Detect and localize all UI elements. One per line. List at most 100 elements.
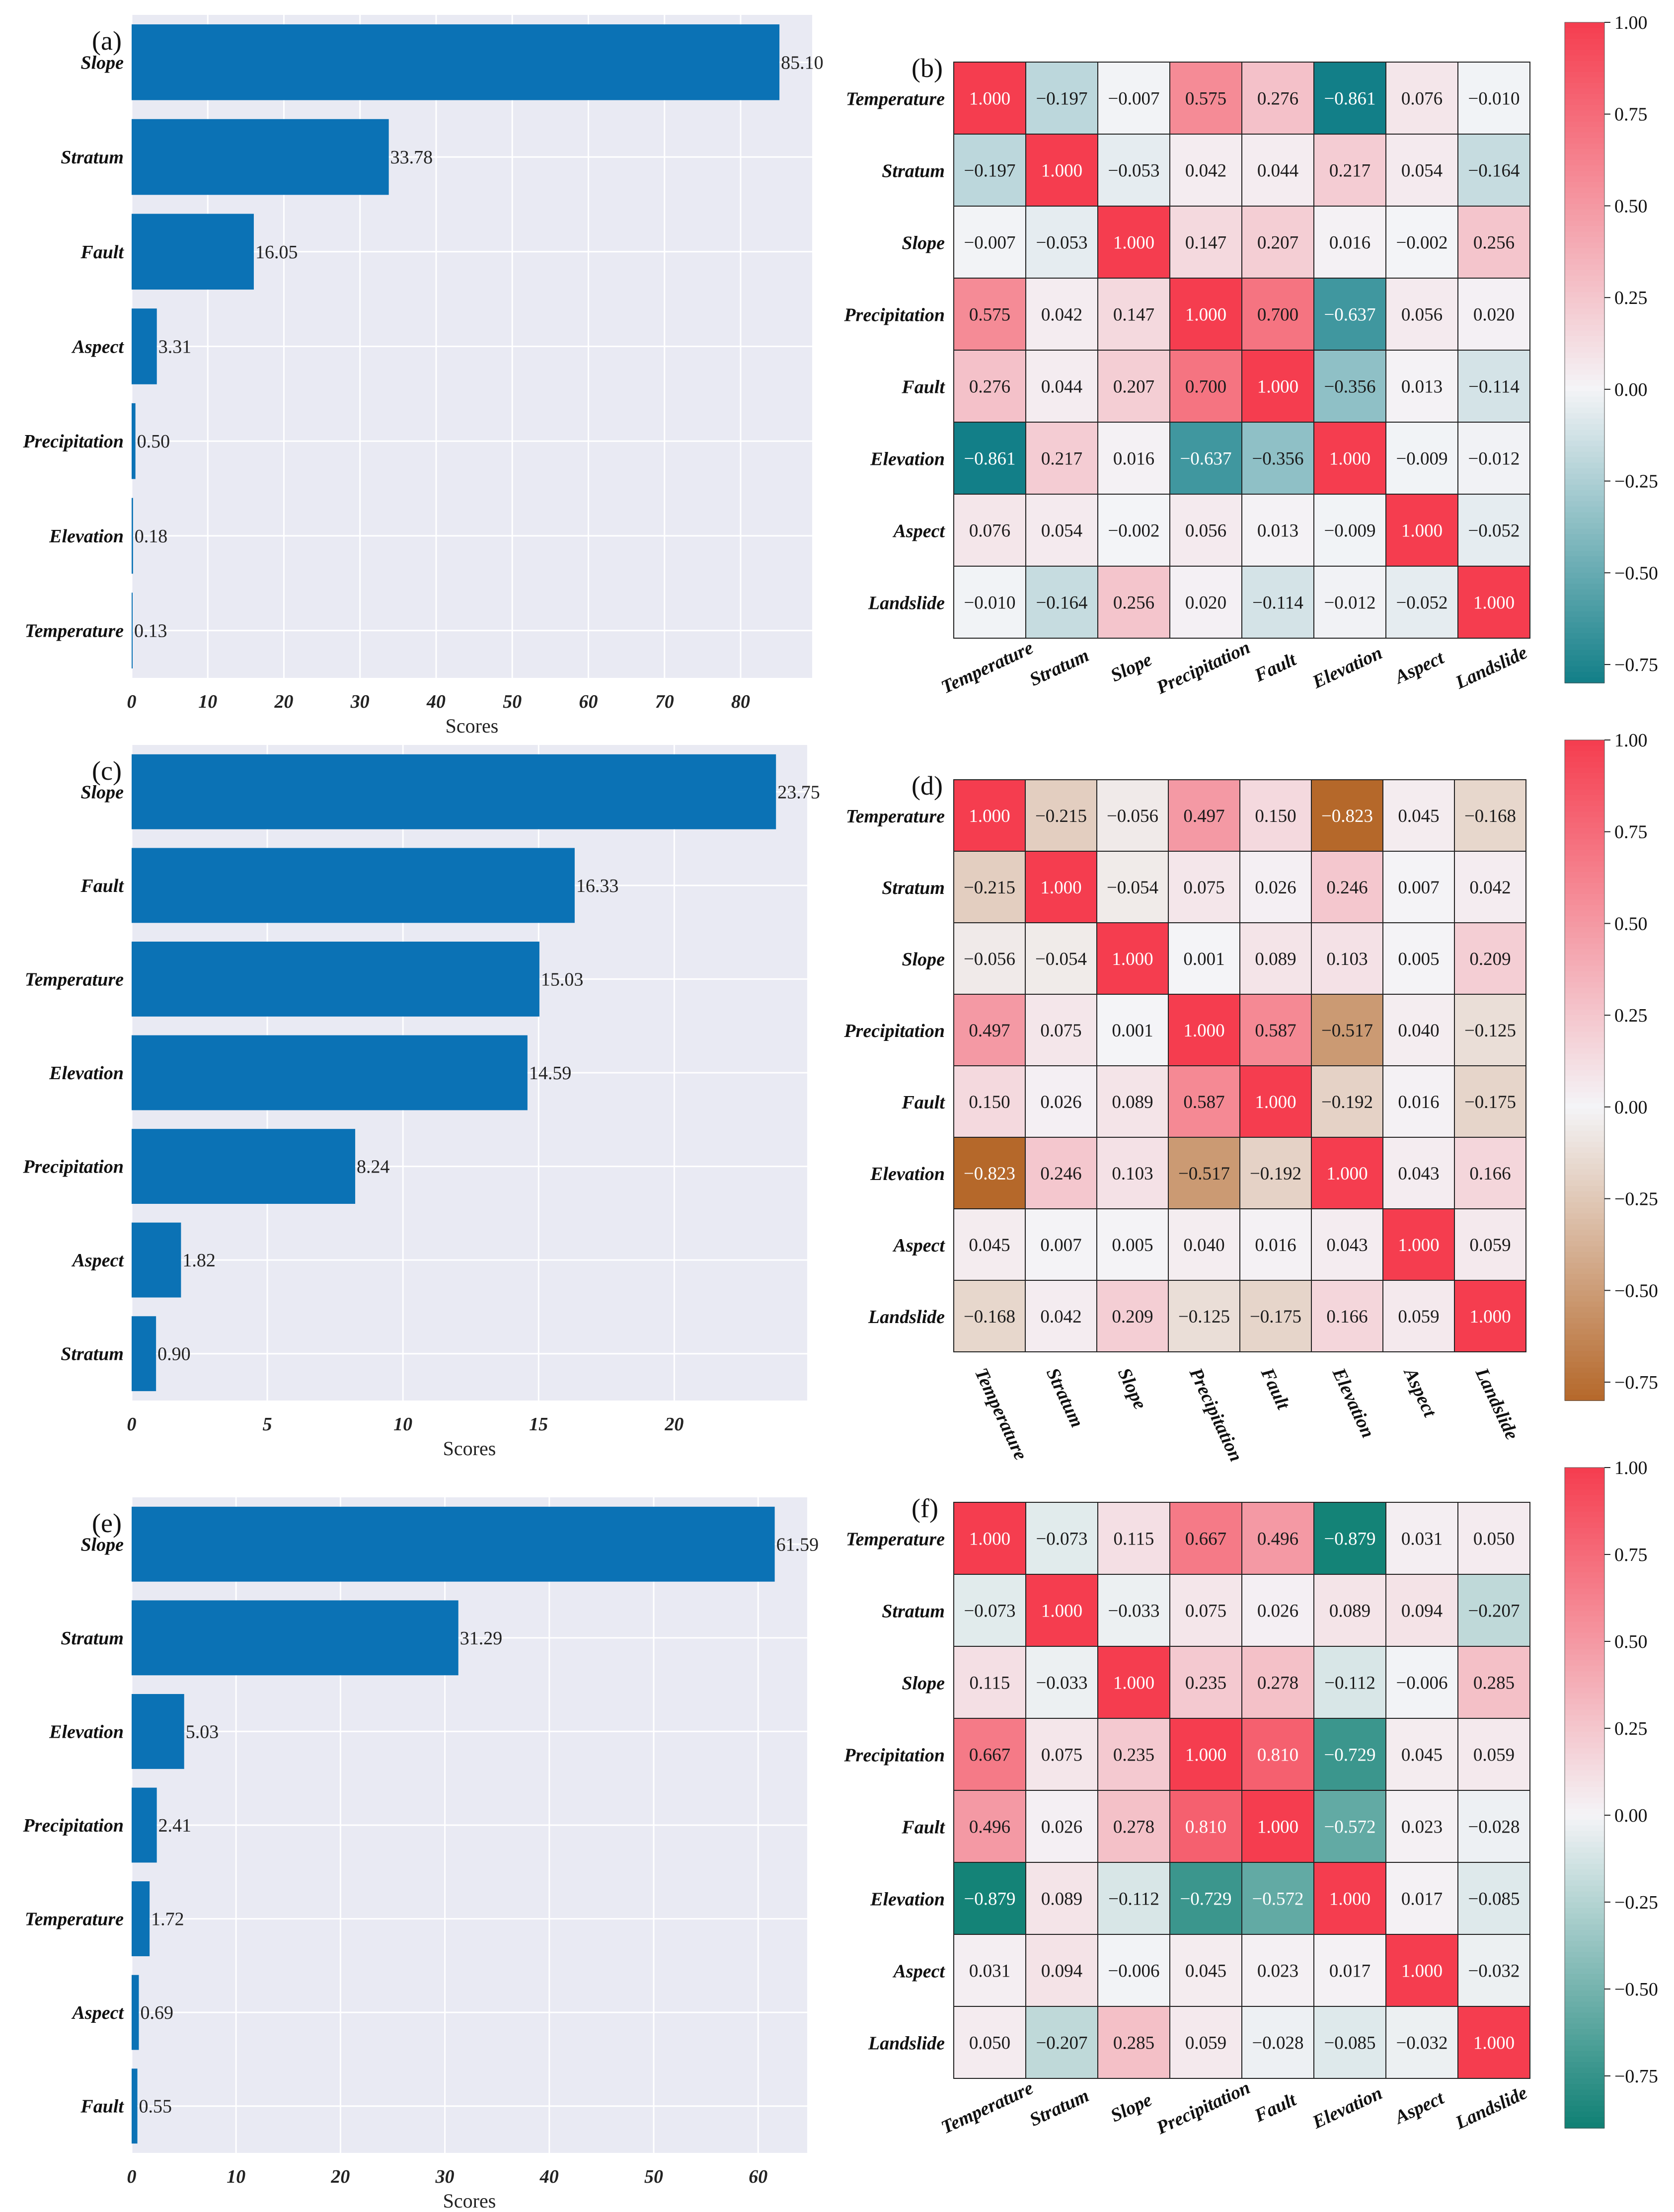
colorbar-segment [1565,50,1604,56]
row-label: Temperature [846,89,945,110]
colorbar-segment [1565,1367,1604,1374]
colorbar-segment [1565,2111,1604,2118]
heatmap-cell-value: 0.075 [1183,878,1224,898]
heatmap-cell [1168,851,1240,923]
heatmap-cell [1454,1137,1526,1209]
colorbar-segment [1565,965,1604,972]
colorbar-segment [1565,1323,1604,1329]
x-tick-label: 20 [330,2166,350,2187]
heatmap-cell [1096,1280,1169,1352]
colorbar-segment [1565,2084,1604,2090]
heatmap-cell-value: 0.667 [969,1745,1010,1766]
colorbar-segment [1565,33,1604,40]
colorbar-segment [1565,1219,1604,1225]
heatmap-cell-value: 0.054 [1401,161,1443,181]
colorbar-tick-label: 0.50 [1614,196,1648,217]
heatmap-cell-value: 0.016 [1113,449,1154,469]
column-label: Fault [1251,649,1299,686]
heatmap-cell [1097,1574,1170,1647]
colorbar-segment [1565,844,1604,851]
heatmap-cell-value: −0.056 [964,949,1015,969]
heatmap-cell-value: 1.000 [1329,449,1370,469]
colorbar-segment [1565,77,1604,83]
colorbar-segment [1565,198,1604,205]
row-label: Stratum [882,878,945,898]
colorbar-segment [1565,1202,1604,1209]
bar-fault [132,848,575,923]
colorbar-segment [1565,1042,1604,1049]
colorbar-segment [1565,644,1604,651]
column-label: Slope [1114,1365,1151,1412]
colorbar-segment [1565,2106,1604,2112]
colorbar-segment [1565,1649,1604,1655]
colorbar-segment [1565,1858,1604,1864]
heatmap-cell [1097,1646,1170,1719]
colorbar-segment [1565,987,1604,994]
heatmap-cell [1025,779,1097,852]
colorbar-frame [1564,739,1605,1401]
heatmap-cell [953,1137,1026,1209]
colorbar-segment [1565,666,1604,672]
colorbar-segment [1565,231,1604,238]
heatmap-cell [953,1862,1026,1935]
colorbar-segment [1565,1356,1604,1363]
bar-value-label: 85.10 [781,52,824,73]
column-label: Temperature [971,1365,1031,1463]
heatmap-cell [1097,278,1170,351]
colorbar-segment [1565,462,1604,469]
heatmap-cell-value: 0.020 [1473,305,1515,325]
colorbar-frame [1564,1467,1605,2129]
colorbar-segment [1565,745,1604,752]
colorbar-segment [1565,1968,1604,1975]
colorbar-segment [1565,1605,1604,1612]
colorbar-segment [1565,1081,1604,1088]
heatmap-cell-value: 0.276 [1257,89,1298,109]
colorbar-segment [1565,451,1604,458]
colorbar-segment [1565,292,1604,298]
heatmap-cell-value: −0.192 [1250,1164,1301,1184]
colorbar-segment [1565,982,1604,988]
heatmap-cell [1169,494,1242,567]
y-tick-label: Aspect [72,1250,125,1271]
colorbar-segment [1565,374,1604,381]
heatmap-cell-value: 0.575 [1185,89,1226,109]
colorbar-segment [1565,28,1604,34]
colorbar-segment [1565,479,1604,485]
panel-c-bar-chart: 0 5 10 15 20 23.75 Slope 16.33 Fault 15.03 Tempera… [22,745,820,1460]
heatmap-cell-value: −0.052 [1468,521,1520,541]
heatmap-cell [1313,1574,1386,1647]
bar-elevation [132,1694,184,1769]
colorbar-segment [1565,2056,1604,2063]
bar-value-label: 14.59 [529,1063,572,1084]
bar-elevation [132,1035,528,1110]
heatmap-cell-value: 1.000 [1473,593,1515,613]
colorbar-segment [1565,226,1604,232]
colorbar-segment [1565,888,1604,895]
colorbar-segment [1565,116,1604,122]
heatmap-cell [953,1208,1026,1281]
colorbar-segment [1565,2029,1604,2035]
y-tick-label: Precipitation [22,431,124,452]
heatmap-cell [953,1790,1026,1863]
colorbar-segment [1565,628,1604,634]
heatmap-cell-value: 1.000 [1183,1021,1224,1041]
heatmap-cell-value: 0.094 [1041,1961,1082,1982]
heatmap-cell-value: −0.197 [1036,89,1087,109]
bar-value-label: 1.72 [151,1909,184,1930]
heatmap-cell-value: −0.006 [1396,1673,1447,1694]
colorbar-segment [1565,894,1604,900]
colorbar-segment [1565,1015,1604,1022]
colorbar-segment [1565,468,1604,474]
colorbar-segment [1565,594,1604,601]
y-tick-label: Slope [80,1534,124,1555]
heatmap-cell-value: 0.042 [1041,305,1082,325]
heatmap-cell-value: 0.005 [1112,1235,1153,1255]
colorbar-segment [1565,353,1604,359]
heatmap-cell-value: −0.572 [1252,1889,1303,1910]
colorbar-segment [1565,1506,1604,1512]
heatmap-cell-value: −0.572 [1324,1817,1375,1838]
heatmap-cell-value: 0.042 [1469,878,1511,898]
colorbar-segment [1565,611,1604,617]
heatmap-cell [1097,566,1170,639]
column-label: Slope [1107,649,1155,686]
